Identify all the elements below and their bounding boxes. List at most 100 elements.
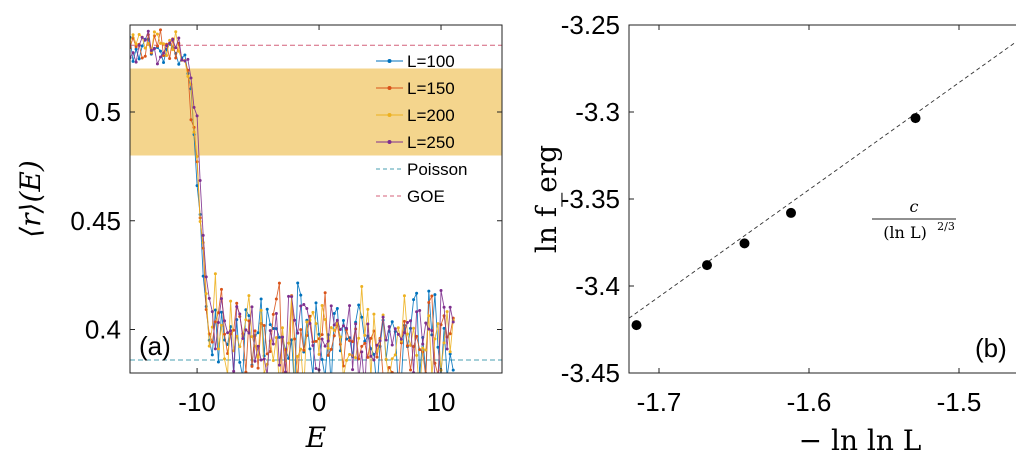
data-point: [131, 51, 135, 55]
data-point: [256, 355, 260, 359]
x-tick-label: -1.7: [637, 387, 682, 417]
data-point: [451, 368, 455, 372]
data-point: [198, 219, 202, 223]
data-point: [183, 59, 187, 63]
data-point: [311, 310, 315, 314]
data-point: [155, 44, 159, 48]
data-point: [412, 298, 416, 302]
data-point: [274, 297, 278, 301]
data-point: [412, 345, 416, 349]
data-point: [424, 321, 428, 325]
data-point: [241, 375, 244, 378]
data-point: [299, 347, 303, 351]
data-point: [177, 62, 181, 66]
data-point: [140, 56, 144, 60]
x-tick-label: -1.5: [937, 387, 982, 417]
data-point: [427, 289, 431, 293]
data-point: [341, 319, 345, 323]
legend-marker-l100: [387, 59, 392, 63]
data-point: [192, 130, 196, 134]
data-point: [317, 352, 321, 356]
data-point: [433, 337, 437, 341]
data-point: [409, 368, 413, 372]
data-point: [442, 326, 446, 330]
data-point: [372, 312, 376, 316]
data-point: [256, 366, 260, 370]
data-point: [244, 328, 248, 332]
data-point: [290, 295, 294, 299]
data-point: [201, 274, 205, 278]
data-point: [210, 353, 214, 357]
data-point: [338, 328, 342, 332]
data-point: [183, 53, 187, 57]
data-point: [281, 379, 284, 382]
data-point: [433, 376, 436, 379]
data-point: [165, 44, 169, 48]
data-point: [354, 322, 358, 326]
y-tick-label: -3.3: [575, 97, 620, 127]
data-point: [427, 314, 431, 318]
data-point: [210, 340, 214, 344]
data-point: [207, 344, 211, 348]
data-point: [360, 284, 364, 288]
data-point: [143, 46, 147, 50]
data-point: [302, 389, 305, 392]
data-point: [219, 310, 223, 314]
data-point: [348, 304, 352, 308]
legend-entry: Poisson: [376, 160, 467, 179]
data-point: [265, 352, 269, 356]
data-point: [323, 291, 327, 295]
legend: L=100 L=150 L=200 L=250 Poisson: [376, 52, 467, 206]
x-axis-label-a: E: [305, 421, 326, 454]
data-point: [402, 294, 406, 298]
data-point: [195, 114, 199, 118]
data-point: [314, 339, 318, 343]
data-point: [329, 304, 333, 308]
data-point: [268, 323, 272, 327]
data-point: [384, 357, 388, 361]
annotation-exponent: 2/3: [937, 220, 955, 233]
data-point: [152, 47, 156, 51]
data-point: [405, 344, 409, 348]
data-point: [219, 323, 223, 327]
data-point: [134, 42, 138, 46]
data-point: [439, 289, 443, 293]
data-point: [195, 184, 199, 188]
data-point: [360, 315, 364, 319]
data-point: [174, 56, 178, 60]
data-point: [382, 374, 385, 377]
data-point: [427, 327, 431, 331]
data-point: [146, 41, 150, 45]
data-point: [296, 354, 300, 358]
y-tick-label: -3.35: [561, 184, 620, 214]
data-point: [277, 363, 281, 367]
data-point: [165, 54, 169, 58]
data-point: [247, 319, 251, 323]
y-tick-label: 0.5: [85, 97, 121, 127]
data-point: [427, 300, 431, 304]
data-point: [308, 321, 312, 325]
data-point: [412, 326, 416, 330]
data-point: [329, 326, 333, 330]
data-point: [375, 387, 378, 390]
shaded-band: [130, 68, 502, 156]
data-point: [448, 332, 452, 336]
series-l250: [130, 29, 455, 379]
data-point: [259, 297, 263, 301]
data-point: [287, 341, 291, 345]
data-point: [284, 370, 288, 373]
fit-annotation: c (ln L) 2/3: [872, 197, 956, 242]
data-point: [324, 376, 327, 379]
data-point: [314, 367, 318, 371]
data-point: [348, 339, 352, 343]
data-point: [274, 336, 278, 340]
data-point: [134, 45, 138, 49]
data-point: [381, 315, 385, 319]
legend-entry: L=200: [376, 106, 455, 125]
data-point: [378, 339, 382, 343]
plot-frame-b: [628, 24, 1016, 374]
data-point: [195, 154, 199, 158]
data-point: [293, 318, 297, 322]
data-point: [430, 374, 433, 377]
